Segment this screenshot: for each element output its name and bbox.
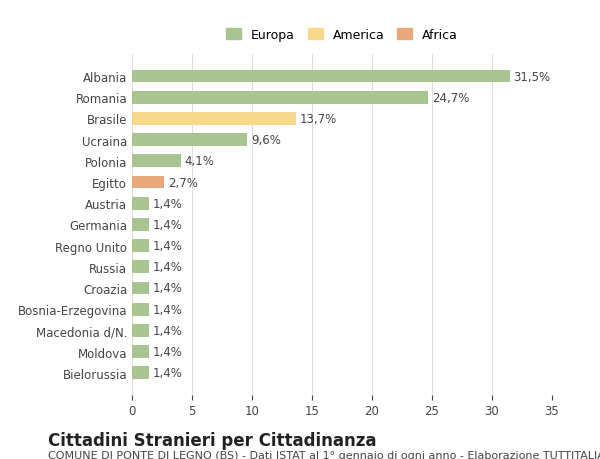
Bar bbox=[132, 92, 428, 104]
Text: 1,4%: 1,4% bbox=[152, 282, 182, 295]
Bar bbox=[132, 303, 149, 316]
Text: 1,4%: 1,4% bbox=[152, 261, 182, 274]
Bar bbox=[132, 218, 149, 231]
Bar bbox=[132, 367, 149, 379]
Text: Cittadini Stranieri per Cittadinanza: Cittadini Stranieri per Cittadinanza bbox=[48, 431, 377, 449]
Bar bbox=[132, 346, 149, 358]
Bar bbox=[132, 325, 149, 337]
Text: 9,6%: 9,6% bbox=[251, 134, 281, 147]
Bar bbox=[132, 134, 247, 147]
Text: 1,4%: 1,4% bbox=[152, 324, 182, 337]
Bar bbox=[132, 240, 149, 252]
Text: 4,1%: 4,1% bbox=[185, 155, 215, 168]
Bar bbox=[132, 71, 510, 83]
Bar bbox=[132, 197, 149, 210]
Text: 13,7%: 13,7% bbox=[300, 112, 337, 126]
Text: 31,5%: 31,5% bbox=[514, 70, 551, 84]
Bar bbox=[132, 176, 164, 189]
Bar bbox=[132, 155, 181, 168]
Bar bbox=[132, 113, 296, 125]
Text: COMUNE DI PONTE DI LEGNO (BS) - Dati ISTAT al 1° gennaio di ogni anno - Elaboraz: COMUNE DI PONTE DI LEGNO (BS) - Dati IST… bbox=[48, 450, 600, 459]
Text: 24,7%: 24,7% bbox=[432, 91, 469, 105]
Bar bbox=[132, 282, 149, 295]
Text: 1,4%: 1,4% bbox=[152, 303, 182, 316]
Text: 1,4%: 1,4% bbox=[152, 197, 182, 210]
Bar bbox=[132, 261, 149, 274]
Text: 1,4%: 1,4% bbox=[152, 218, 182, 231]
Legend: Europa, America, Africa: Europa, America, Africa bbox=[221, 24, 463, 47]
Text: 1,4%: 1,4% bbox=[152, 240, 182, 252]
Text: 1,4%: 1,4% bbox=[152, 345, 182, 358]
Text: 1,4%: 1,4% bbox=[152, 366, 182, 380]
Text: 2,7%: 2,7% bbox=[168, 176, 198, 189]
